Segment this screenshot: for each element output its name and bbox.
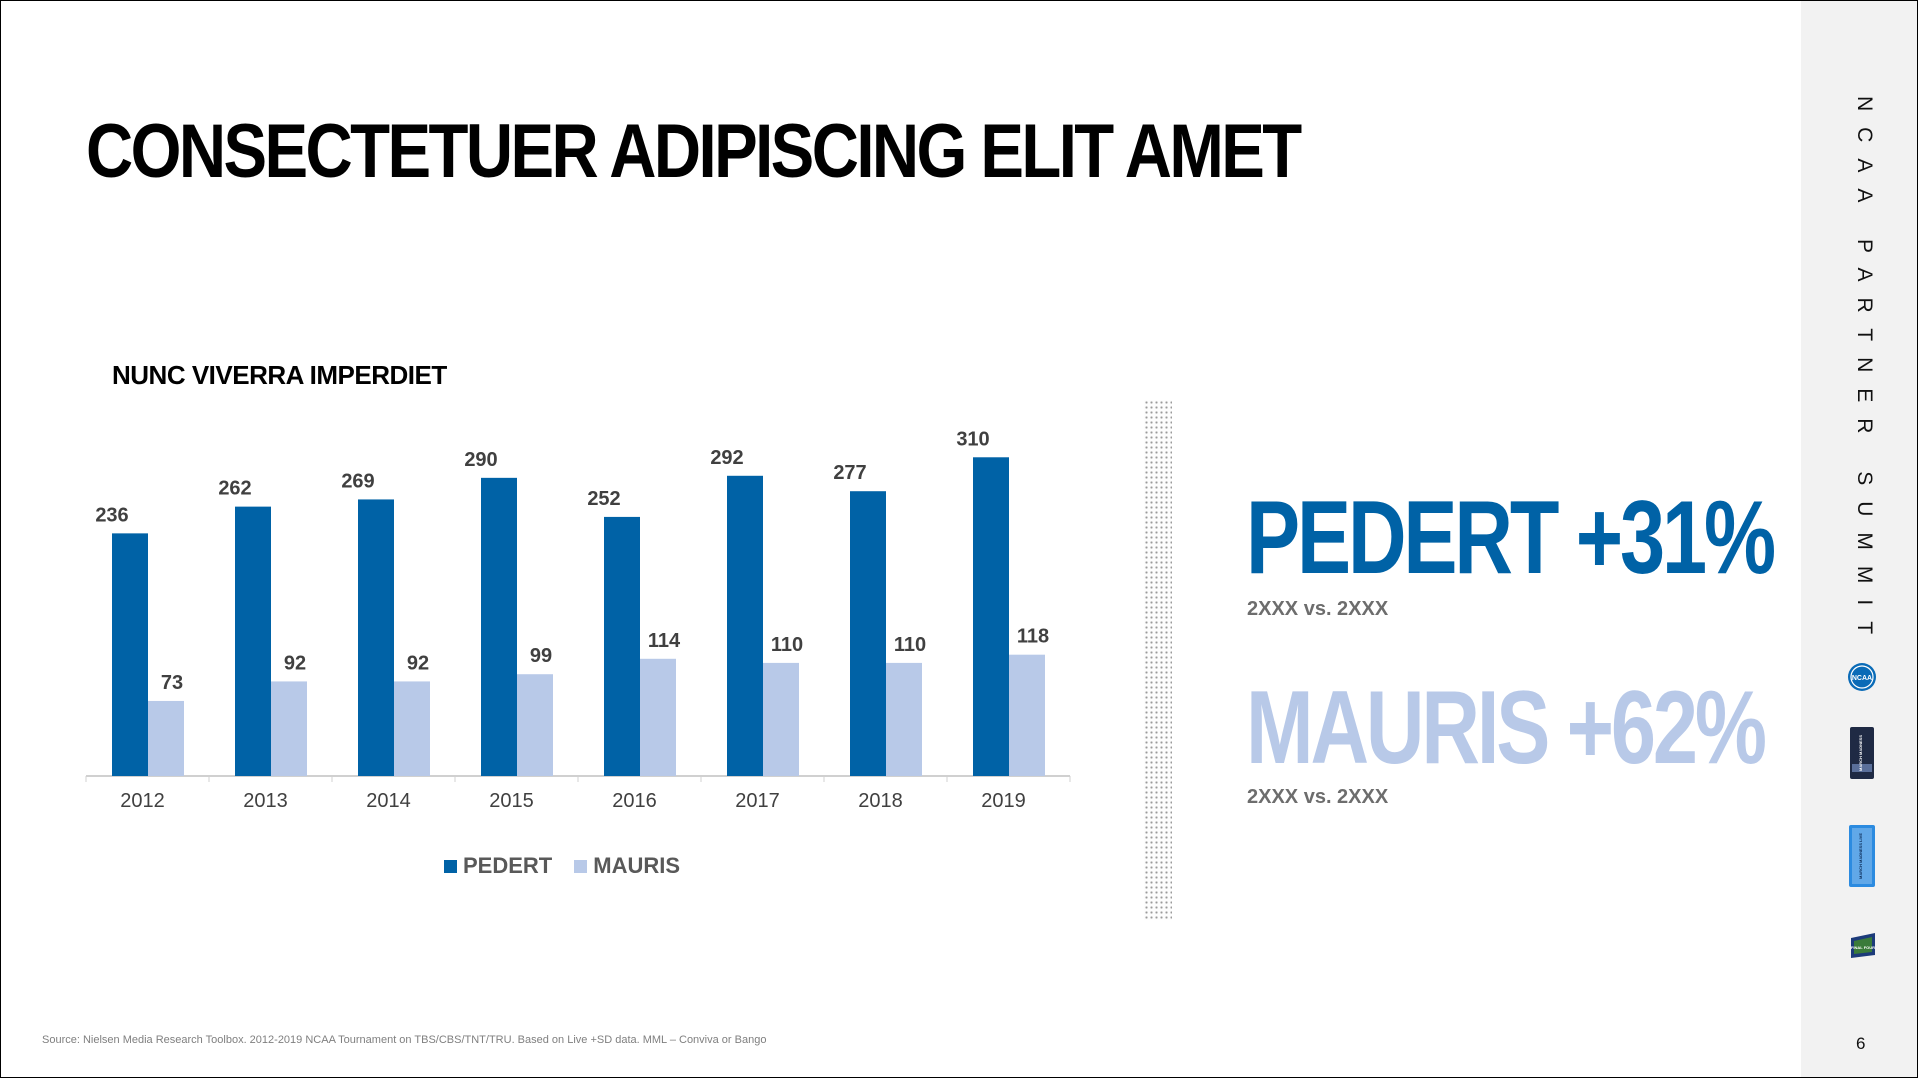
data-label-mauris-2018: 110	[894, 634, 926, 656]
data-label-pedert-2013: 262	[218, 478, 251, 500]
data-label-mauris-2013: 92	[284, 652, 306, 674]
bar-mauris-2013	[271, 681, 307, 776]
sidebar-vertical-title: NCAA PARTNER SUMMIT	[1853, 96, 1876, 651]
chart-legend: PEDERT MAURIS	[444, 853, 680, 879]
page-number: 6	[1856, 1034, 1866, 1053]
bar-pedert-2013	[235, 506, 271, 776]
stat-mauris: MAURIS +62%	[1246, 670, 1767, 786]
data-label-mauris-2016: 114	[648, 630, 681, 652]
final-four-logo-icon: FINAL FOUR	[1851, 933, 1875, 958]
march-madness-live-logo-icon: MARCH MADNESS LIVE	[1849, 825, 1875, 887]
data-label-pedert-2014: 269	[341, 470, 374, 492]
bar-pedert-2015	[481, 477, 517, 776]
bar-pedert-2018	[850, 491, 886, 776]
stat-mauris-subtext: 2XXX vs. 2XXX	[1247, 786, 1389, 808]
x-tick-label-2014: 2014	[366, 790, 411, 812]
ncaa-logo-text: NCAA	[1852, 675, 1872, 682]
bar-chart: 236 73 2012 262 92 2013 269 92 2014 290 99 2015 252 1…	[85, 430, 1071, 812]
stat-pedert-subtext: 2XXX vs. 2XXX	[1247, 598, 1389, 620]
data-label-mauris-2014: 92	[407, 652, 429, 674]
chart-title: NUNC VIVERRA IMPERDIET	[112, 360, 447, 390]
data-label-mauris-2017: 110	[771, 634, 803, 656]
bar-pedert-2012	[112, 533, 148, 776]
x-tick-label-2015: 2015	[489, 790, 534, 812]
x-tick-label-2018: 2018	[858, 790, 903, 812]
data-label-mauris-2012: 73	[161, 672, 183, 694]
page-title: CONSECTETUER ADIPISCING ELIT AMET	[86, 109, 1302, 194]
bar-mauris-2017	[763, 662, 799, 776]
bar-pedert-2019	[973, 457, 1009, 776]
bar-mauris-2015	[517, 674, 553, 776]
source-footnote: Source: Nielsen Media Research Toolbox. …	[42, 1034, 767, 1046]
data-label-mauris-2019: 118	[1017, 626, 1049, 648]
legend-swatch-pedert	[444, 859, 457, 873]
x-tick-label-2019: 2019	[981, 790, 1026, 812]
bar-mauris-2012	[148, 700, 184, 776]
bar-mauris-2014	[394, 681, 430, 776]
march-madness-logo-text: MARCH MADNESS	[1858, 735, 1863, 771]
data-label-pedert-2012: 236	[95, 504, 128, 526]
legend-swatch-mauris	[574, 859, 588, 873]
march-madness-logo-icon: MARCH MADNESS	[1850, 727, 1874, 779]
legend-label-pedert: PEDERT	[463, 853, 553, 878]
bar-mauris-2018	[886, 662, 922, 776]
data-label-pedert-2019: 310	[956, 430, 989, 450]
legend-item-pedert: PEDERT	[444, 853, 552, 879]
march-madness-live-logo-text: MARCH MADNESS LIVE	[1858, 833, 1863, 879]
stat-pedert: PEDERT +31%	[1246, 480, 1776, 596]
bar-pedert-2017	[727, 475, 763, 776]
legend-item-mauris: MAURIS	[574, 853, 680, 879]
ncaa-logo-icon: NCAA	[1848, 663, 1876, 691]
final-four-logo-text: FINAL FOUR	[1851, 945, 1875, 950]
data-label-mauris-2015: 99	[530, 645, 552, 667]
bar-pedert-2016	[604, 516, 640, 776]
data-label-pedert-2016: 252	[587, 488, 620, 510]
bar-mauris-2016	[640, 658, 676, 776]
sidebar	[1801, 1, 1917, 1077]
data-label-pedert-2015: 290	[464, 449, 497, 471]
x-tick-label-2016: 2016	[612, 790, 657, 812]
x-tick-label-2012: 2012	[120, 790, 165, 812]
data-label-pedert-2017: 292	[710, 447, 743, 469]
dotted-divider	[1144, 400, 1172, 920]
data-label-pedert-2018: 277	[833, 462, 866, 484]
legend-label-mauris: MAURIS	[593, 853, 681, 878]
bar-mauris-2019	[1009, 654, 1045, 776]
x-tick-label-2017: 2017	[735, 790, 780, 812]
bar-pedert-2014	[358, 499, 394, 776]
x-tick-label-2013: 2013	[243, 790, 288, 812]
